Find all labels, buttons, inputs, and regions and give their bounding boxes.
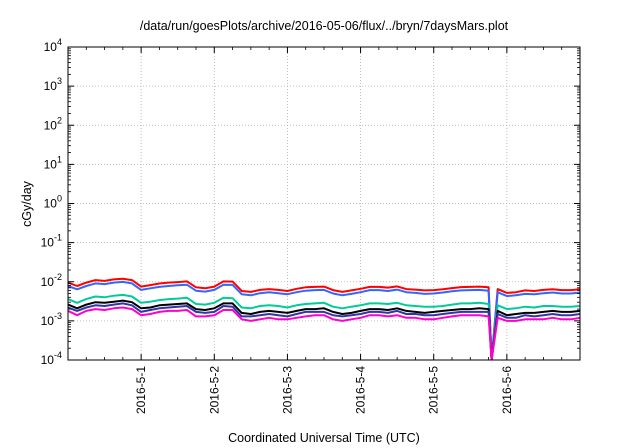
y-tick-label: 10-4 — [41, 350, 62, 367]
x-tick-label: 2016-5-1 — [134, 366, 148, 414]
y-tick-labels: 10-4 10-3 10-2 10-1 100 101 102 103 104 — [41, 37, 62, 367]
ticks — [67, 46, 581, 361]
y-tick-label: 103 — [44, 76, 62, 93]
y-tick-label: 102 — [44, 115, 62, 132]
y-tick-label: 101 — [44, 154, 62, 171]
y-axis-title: cGy/day — [20, 180, 34, 227]
series-line-6 — [68, 306, 580, 360]
x-tick-label: 2016-5-2 — [207, 366, 221, 414]
x-tick-label: 2016-5-4 — [354, 366, 368, 414]
x-tick-labels: 2016-5-1 2016-5-2 2016-5-3 2016-5-4 2016-5-5… — [134, 366, 514, 414]
y-tick-label: 100 — [44, 194, 62, 211]
y-tick-label: 10-1 — [41, 233, 62, 250]
x-axis-title: Coordinated Universal Time (UTC) — [228, 431, 420, 445]
x-tick-label: 2016-5-5 — [427, 366, 441, 414]
x-tick-label: 2016-5-6 — [500, 366, 514, 414]
y-tick-label: 10-3 — [41, 311, 62, 328]
series-layer — [68, 277, 580, 360]
x-tick-label: 2016-5-3 — [280, 366, 294, 414]
y-tick-label: 10-2 — [41, 272, 62, 289]
y-tick-label: 104 — [44, 37, 62, 54]
grid — [68, 47, 580, 360]
chart-title: /data/run/goesPlots/archive/2016-05-06/f… — [140, 19, 509, 33]
